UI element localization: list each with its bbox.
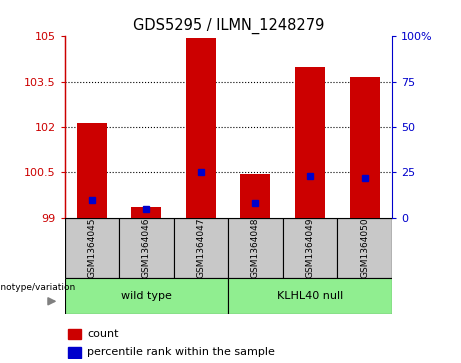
Bar [119, 218, 174, 278]
Bar [65, 218, 119, 278]
Bar [241, 174, 271, 218]
Text: GSM1364049: GSM1364049 [306, 217, 314, 278]
Text: wild type: wild type [121, 291, 172, 301]
Text: genotype/variation: genotype/variation [0, 284, 76, 292]
Bar [337, 218, 392, 278]
Text: GSM1364050: GSM1364050 [360, 217, 369, 278]
Bar [65, 278, 228, 314]
Bar [228, 218, 283, 278]
Bar [186, 38, 216, 218]
Bar [295, 66, 325, 218]
Text: GSM1364046: GSM1364046 [142, 217, 151, 278]
Text: KLHL40 null: KLHL40 null [277, 291, 343, 301]
Bar [228, 278, 392, 314]
Title: GDS5295 / ILMN_1248279: GDS5295 / ILMN_1248279 [132, 17, 324, 33]
Text: percentile rank within the sample: percentile rank within the sample [88, 347, 275, 357]
Text: GSM1364045: GSM1364045 [87, 217, 96, 278]
Bar [77, 123, 107, 218]
Text: count: count [88, 329, 119, 339]
Bar [68, 347, 81, 358]
Bar [174, 218, 228, 278]
Bar [68, 329, 81, 339]
Bar [283, 218, 337, 278]
Bar [349, 77, 379, 218]
Text: GSM1364047: GSM1364047 [196, 217, 206, 278]
Bar [131, 207, 161, 218]
Text: GSM1364048: GSM1364048 [251, 217, 260, 278]
